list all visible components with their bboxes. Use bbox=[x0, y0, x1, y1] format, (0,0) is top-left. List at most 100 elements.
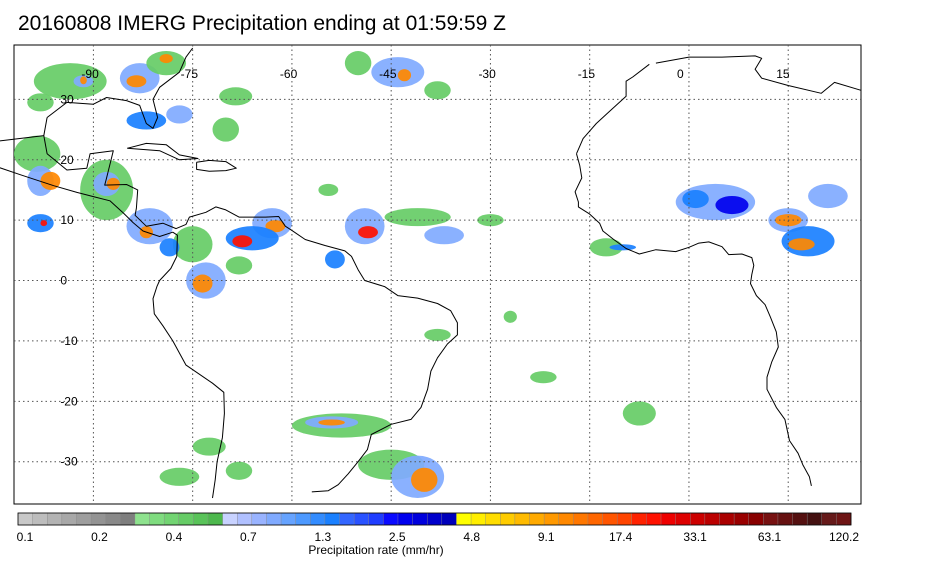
map-title: 20160808 IMERG Precipitation ending at 0… bbox=[18, 12, 506, 35]
lat-tick-label: -30 bbox=[60, 455, 78, 469]
lon-tick-label: -60 bbox=[280, 67, 298, 81]
precip-cell bbox=[318, 183, 339, 196]
colorbar-swatch bbox=[105, 512, 121, 526]
colorbar-swatch bbox=[704, 512, 720, 526]
precip-cell bbox=[159, 467, 200, 486]
colorbar-swatch bbox=[777, 512, 794, 526]
precip-cell bbox=[80, 76, 87, 85]
coastlines bbox=[0, 47, 862, 499]
colorbar-swatch bbox=[324, 512, 341, 526]
precip-cell bbox=[33, 63, 107, 100]
colorbar-swatch bbox=[383, 512, 399, 526]
colorbar-swatch bbox=[792, 512, 808, 526]
precip-cell bbox=[325, 250, 345, 269]
precip-cell bbox=[622, 401, 656, 426]
colorbar-swatch bbox=[573, 512, 589, 526]
lon-tick-label: -15 bbox=[578, 67, 596, 81]
colorbar-tick-label: 4.8 bbox=[463, 530, 481, 544]
colorbar-swatch bbox=[500, 512, 516, 526]
precip-cell bbox=[225, 461, 253, 480]
colorbar-tick-label: 17.4 bbox=[608, 530, 633, 544]
colorbar-swatch bbox=[32, 512, 48, 526]
coastline bbox=[46, 47, 194, 129]
colorbar-tick-label: 0.1 bbox=[16, 530, 34, 544]
colorbar-swatch bbox=[134, 512, 151, 526]
precip-cell bbox=[477, 214, 504, 227]
precip-cell bbox=[40, 220, 48, 227]
colorbar-swatch bbox=[514, 512, 530, 526]
precip-cell bbox=[219, 87, 253, 106]
lat-tick-label: -20 bbox=[60, 394, 78, 408]
precip-cell bbox=[371, 57, 425, 88]
colorbar-swatch bbox=[543, 512, 560, 526]
colorbar-swatch bbox=[310, 512, 326, 526]
colorbar-border bbox=[17, 512, 852, 526]
colorbar-swatch bbox=[90, 512, 107, 526]
precip-cell bbox=[424, 226, 464, 245]
colorbar-swatch bbox=[441, 512, 457, 526]
colorbar-swatch bbox=[120, 512, 136, 526]
precip-cell bbox=[126, 208, 173, 245]
colorbar-swatch bbox=[616, 512, 633, 526]
lat-tick-label: -10 bbox=[60, 334, 78, 348]
colorbar-swatch bbox=[660, 512, 677, 526]
precip-cell bbox=[232, 235, 253, 248]
colorbar-swatch bbox=[763, 512, 779, 526]
precip-cell bbox=[126, 75, 147, 88]
colorbar-swatch bbox=[368, 512, 384, 526]
colorbar bbox=[17, 512, 852, 526]
coastline bbox=[574, 153, 812, 487]
precip-cell bbox=[715, 195, 749, 215]
colorbar-swatch bbox=[207, 512, 224, 526]
precip-cell bbox=[344, 51, 372, 76]
precip-cell bbox=[27, 93, 54, 112]
colorbar-swatch bbox=[237, 512, 253, 526]
precip-cell bbox=[682, 189, 709, 209]
colorbar-swatch bbox=[719, 512, 735, 526]
precip-cell bbox=[14, 135, 61, 172]
precip-cell bbox=[159, 54, 173, 64]
graticule bbox=[14, 45, 861, 504]
lat-tick-label: 0 bbox=[60, 274, 67, 288]
colorbar-swatch bbox=[295, 512, 311, 526]
colorbar-swatch bbox=[222, 512, 238, 526]
precip-cell bbox=[808, 183, 848, 209]
precip-cell bbox=[146, 51, 187, 76]
precip-cell bbox=[344, 208, 385, 245]
colorbar-swatch bbox=[602, 512, 618, 526]
colorbar-swatch bbox=[470, 512, 487, 526]
colorbar-tick-label: 9.1 bbox=[537, 530, 555, 544]
lon-tick-label: -30 bbox=[478, 67, 496, 81]
precip-cell bbox=[166, 105, 193, 124]
precip-cell bbox=[411, 467, 438, 492]
colorbar-tick-label: 0.2 bbox=[91, 530, 108, 544]
precip-cell bbox=[225, 256, 253, 275]
colorbar-tick-label: 1.3 bbox=[314, 530, 332, 544]
precip-cell bbox=[589, 238, 623, 257]
lat-tick-label: 20 bbox=[60, 153, 74, 167]
colorbar-swatch bbox=[485, 512, 501, 526]
colorbar-swatch bbox=[76, 512, 92, 526]
colorbar-swatch bbox=[61, 512, 77, 526]
colorbar-swatch bbox=[748, 512, 764, 526]
lat-tick-label: 30 bbox=[60, 92, 74, 106]
coastline bbox=[576, 63, 650, 154]
colorbar-swatch bbox=[529, 512, 545, 526]
precip-cell bbox=[397, 69, 412, 82]
precip-cell bbox=[318, 419, 345, 426]
colorbar-swatch bbox=[280, 512, 297, 526]
tick-labels: -90 -75 -60 -45 -30 -15 0 15 30 20 10 0 -10 -20 -30 bbox=[60, 67, 790, 469]
colorbar-swatch bbox=[17, 512, 34, 526]
colorbar-swatch bbox=[456, 512, 472, 526]
colorbar-swatch bbox=[675, 512, 691, 526]
colorbar-swatch bbox=[149, 512, 165, 526]
lon-tick-label: -75 bbox=[181, 67, 199, 81]
colorbar-swatch bbox=[631, 512, 647, 526]
precip-cell bbox=[225, 226, 279, 251]
colorbar-swatch bbox=[251, 512, 267, 526]
precip-cell bbox=[126, 111, 167, 130]
colorbar-tick-label: 120.2 bbox=[828, 530, 860, 544]
lon-tick-label: 15 bbox=[776, 67, 790, 81]
precip-cell bbox=[192, 274, 213, 293]
